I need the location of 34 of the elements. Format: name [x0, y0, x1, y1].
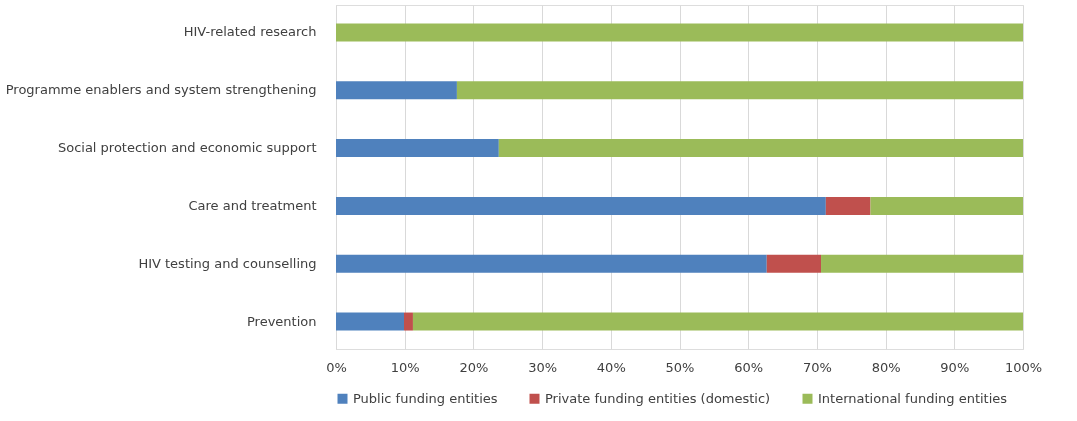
bar: [336, 139, 499, 158]
x-tick-label: 100%: [1004, 359, 1043, 375]
y-tick-label: Social protection and economic support: [57, 140, 317, 156]
bar: [456, 81, 1023, 100]
bar: [404, 312, 413, 331]
bar: [821, 254, 1023, 273]
x-tick-label: 40%: [596, 359, 626, 375]
legend-label: International funding entities: [818, 390, 1008, 406]
x-tick-label: 10%: [390, 359, 420, 375]
y-tick-label: HIV testing and counselling: [138, 255, 317, 271]
x-tick-label: 70%: [802, 359, 832, 375]
x-tick-label: 90%: [940, 359, 970, 375]
x-tick-label: 80%: [871, 359, 901, 375]
bar: [498, 139, 1023, 158]
x-tick-label: 50%: [665, 359, 695, 375]
bar: [336, 312, 405, 331]
bar: [412, 312, 1023, 331]
x-tick-label: 0%: [326, 359, 347, 375]
bar: [336, 254, 767, 273]
bar: [766, 254, 822, 273]
y-tick-label: Programme enablers and system strengthening: [5, 82, 317, 98]
y-tick-label: Prevention: [246, 313, 317, 329]
bar: [870, 196, 1023, 215]
bar: [336, 196, 826, 215]
x-tick-label: 30%: [528, 359, 558, 375]
bar: [336, 81, 457, 100]
legend-label: Private funding entities (domestic): [545, 390, 771, 406]
bar: [336, 23, 1023, 42]
legend-label: Public funding entities: [353, 390, 498, 406]
y-tick-label: Care and treatment: [188, 197, 317, 213]
x-tick-label: 20%: [459, 359, 489, 375]
bar: [825, 196, 871, 215]
y-tick-label: HIV-related research: [183, 24, 317, 40]
x-tick-label: 60%: [734, 359, 764, 375]
